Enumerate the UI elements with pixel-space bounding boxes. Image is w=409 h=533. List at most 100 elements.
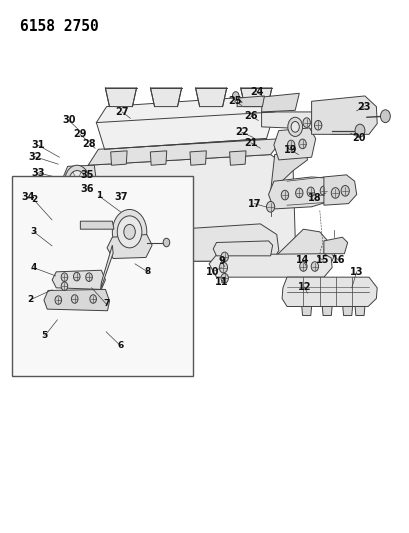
Polygon shape bbox=[273, 128, 315, 160]
Text: 30: 30 bbox=[62, 116, 75, 125]
Text: 32: 32 bbox=[28, 152, 41, 161]
Text: 1: 1 bbox=[96, 191, 102, 200]
Polygon shape bbox=[86, 224, 278, 261]
Text: 11: 11 bbox=[214, 278, 227, 287]
Text: 16: 16 bbox=[331, 255, 344, 265]
Circle shape bbox=[55, 296, 61, 304]
Polygon shape bbox=[209, 254, 331, 277]
Polygon shape bbox=[96, 96, 274, 149]
Text: 3: 3 bbox=[31, 228, 37, 236]
Circle shape bbox=[61, 282, 67, 290]
Text: 12: 12 bbox=[297, 282, 310, 292]
Circle shape bbox=[124, 224, 135, 239]
Polygon shape bbox=[88, 139, 282, 165]
Text: 18: 18 bbox=[307, 193, 321, 203]
Circle shape bbox=[319, 186, 327, 196]
Circle shape bbox=[142, 216, 160, 240]
Circle shape bbox=[71, 295, 78, 303]
Text: 21: 21 bbox=[244, 138, 257, 148]
Text: 7: 7 bbox=[103, 300, 109, 308]
Polygon shape bbox=[67, 155, 294, 261]
Text: 8: 8 bbox=[144, 268, 151, 276]
Text: 34: 34 bbox=[21, 192, 34, 202]
Circle shape bbox=[112, 209, 146, 254]
Circle shape bbox=[302, 118, 310, 127]
Circle shape bbox=[219, 262, 227, 273]
Circle shape bbox=[57, 201, 64, 211]
Text: 4: 4 bbox=[31, 263, 37, 272]
Circle shape bbox=[163, 238, 169, 247]
Text: 29: 29 bbox=[73, 130, 86, 139]
Circle shape bbox=[73, 272, 80, 281]
Text: 28: 28 bbox=[82, 139, 96, 149]
Polygon shape bbox=[107, 235, 152, 259]
Circle shape bbox=[287, 117, 302, 136]
Circle shape bbox=[306, 187, 314, 197]
Polygon shape bbox=[270, 229, 335, 261]
Circle shape bbox=[266, 201, 274, 212]
Text: 19: 19 bbox=[284, 146, 297, 155]
Text: 14: 14 bbox=[295, 255, 308, 265]
Polygon shape bbox=[22, 224, 72, 245]
Polygon shape bbox=[321, 306, 331, 316]
Polygon shape bbox=[28, 205, 73, 225]
Circle shape bbox=[220, 273, 228, 283]
Text: 5: 5 bbox=[42, 332, 48, 340]
Polygon shape bbox=[240, 88, 271, 107]
Polygon shape bbox=[105, 88, 136, 107]
Polygon shape bbox=[110, 151, 127, 165]
Polygon shape bbox=[150, 151, 166, 165]
Text: 13: 13 bbox=[349, 267, 362, 277]
Circle shape bbox=[94, 217, 109, 236]
Circle shape bbox=[69, 171, 85, 192]
Polygon shape bbox=[323, 175, 356, 205]
Circle shape bbox=[310, 262, 318, 271]
Text: 23: 23 bbox=[357, 102, 370, 111]
Polygon shape bbox=[281, 277, 376, 306]
Circle shape bbox=[290, 122, 299, 132]
Text: 6: 6 bbox=[117, 341, 124, 350]
Polygon shape bbox=[268, 177, 339, 209]
Polygon shape bbox=[236, 96, 264, 107]
Circle shape bbox=[90, 295, 96, 303]
Circle shape bbox=[354, 124, 364, 137]
Text: 33: 33 bbox=[31, 168, 44, 177]
Circle shape bbox=[119, 214, 142, 244]
Text: 2: 2 bbox=[27, 295, 34, 304]
Polygon shape bbox=[261, 93, 299, 112]
Polygon shape bbox=[323, 237, 347, 254]
Polygon shape bbox=[311, 96, 376, 134]
Circle shape bbox=[65, 165, 89, 197]
Text: 31: 31 bbox=[31, 140, 44, 150]
Circle shape bbox=[86, 206, 117, 247]
Text: 15: 15 bbox=[316, 255, 329, 265]
Text: 37: 37 bbox=[114, 192, 127, 202]
Circle shape bbox=[146, 221, 157, 236]
Circle shape bbox=[220, 252, 228, 262]
Circle shape bbox=[124, 220, 138, 239]
Circle shape bbox=[295, 188, 302, 198]
Circle shape bbox=[80, 199, 123, 254]
Text: 25: 25 bbox=[227, 96, 240, 106]
Circle shape bbox=[45, 201, 52, 211]
Text: 36: 36 bbox=[81, 184, 94, 194]
Circle shape bbox=[287, 140, 294, 150]
Polygon shape bbox=[342, 306, 352, 316]
Text: 20: 20 bbox=[351, 133, 364, 142]
Circle shape bbox=[281, 190, 288, 200]
Polygon shape bbox=[213, 241, 272, 256]
Polygon shape bbox=[195, 88, 226, 107]
Polygon shape bbox=[52, 270, 105, 289]
Circle shape bbox=[299, 262, 306, 271]
Circle shape bbox=[298, 139, 306, 149]
Polygon shape bbox=[270, 149, 307, 192]
Circle shape bbox=[70, 181, 76, 188]
Polygon shape bbox=[189, 151, 206, 165]
Text: 24: 24 bbox=[249, 87, 263, 96]
Polygon shape bbox=[301, 306, 311, 316]
Circle shape bbox=[314, 120, 321, 130]
Polygon shape bbox=[229, 151, 245, 165]
Bar bbox=[12, 176, 192, 376]
Circle shape bbox=[340, 185, 348, 196]
Text: 17: 17 bbox=[247, 199, 260, 208]
